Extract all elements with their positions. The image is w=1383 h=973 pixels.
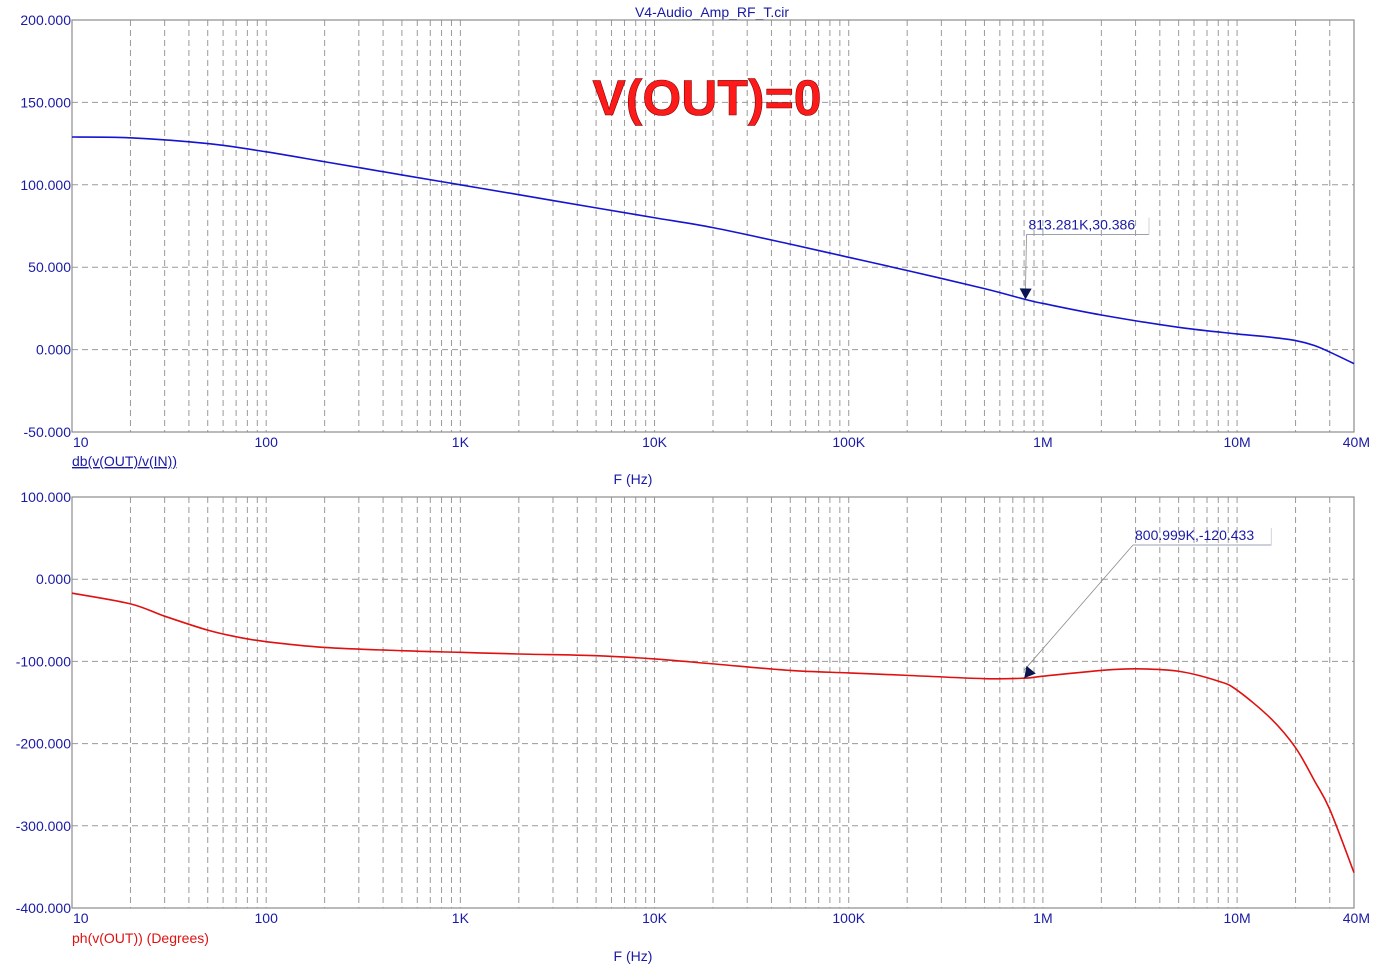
x-tick-label: 100K [832, 910, 865, 926]
x-tick-label: 1K [452, 434, 470, 450]
overlay-label: V(OUT)=0 [592, 70, 821, 126]
phase-panel: 100.000 0.000 -100.000 -200.000 -300.000 -400… [16, 489, 1370, 964]
y-tick-label: 100.000 [20, 177, 71, 193]
annotation-marker [1024, 665, 1036, 679]
y-tick-label: 0.000 [36, 342, 71, 358]
plot-frame [71, 496, 1355, 909]
x-tick-label: 10 [73, 910, 89, 926]
x-tick-label: 10 [73, 434, 89, 450]
series-line [71, 136, 1355, 365]
grid-lines [72, 20, 1354, 432]
annotation-label: 800.999K,-120.433 [1135, 527, 1254, 543]
x-tick-label: 1K [452, 910, 470, 926]
x-tick-label: 10K [642, 434, 668, 450]
x-tick-label: 100 [255, 910, 279, 926]
x-tick-label: 100 [255, 434, 279, 450]
x-tick-label: 40M [1343, 434, 1370, 450]
y-tick-label: 100.000 [20, 489, 71, 505]
y-tick-label: -50.000 [24, 424, 72, 440]
annotation-marker [1019, 288, 1032, 300]
y-tick-label: 50.000 [28, 259, 71, 275]
y-tick-label: -100.000 [16, 653, 71, 669]
x-tick-label: 1M [1033, 910, 1052, 926]
y-tick-label: -300.000 [16, 818, 71, 834]
grid-lines [72, 497, 1354, 908]
x-tick-label: 1M [1033, 434, 1052, 450]
plot-frame [71, 19, 1355, 433]
y-tick-label: 150.000 [20, 94, 71, 110]
y-tick-label: -400.000 [16, 900, 71, 916]
x-tick-label: 40M [1343, 910, 1370, 926]
annotation-label: 813.281K,30.386 [1028, 217, 1135, 233]
annotation-leader [1025, 234, 1027, 292]
series-line [71, 592, 1355, 873]
window-title: V4-Audio_Amp_RF_T.cir [635, 4, 789, 20]
y-tick-label: -200.000 [16, 736, 71, 752]
x-tick-label: 100K [832, 434, 865, 450]
x-tick-label: 10K [642, 910, 668, 926]
x-tick-label: 10M [1223, 434, 1250, 450]
trace-label: ph(v(OUT)) (Degrees) [72, 930, 209, 946]
trace-label: db(v(OUT)/v(IN)) [72, 453, 177, 469]
x-tick-label: 10M [1223, 910, 1250, 926]
annotation-leader [1023, 544, 1134, 671]
magnitude-panel: 200.000150.000100.00050.0000.000-50.0001… [20, 12, 1370, 487]
y-tick-label: 0.000 [36, 571, 71, 587]
y-tick-label: 200.000 [20, 12, 71, 28]
x-axis-title: F (Hz) [614, 471, 653, 487]
x-axis-title: F (Hz) [614, 948, 653, 964]
